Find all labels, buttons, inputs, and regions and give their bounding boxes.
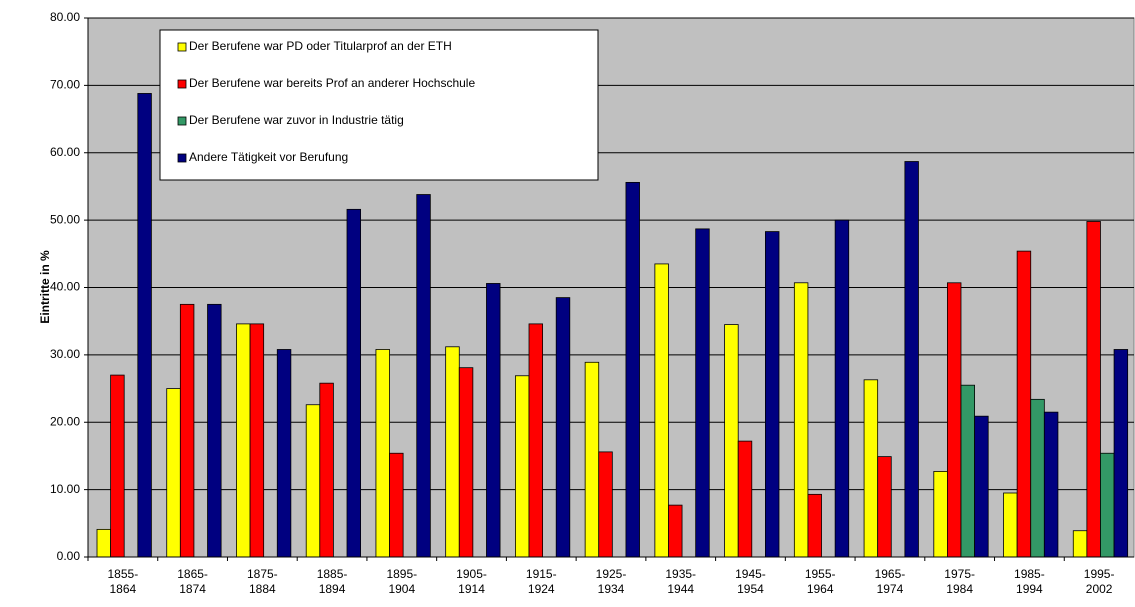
legend-label: Andere Tätigkeit vor Berufung [189,150,348,164]
bar [793,282,809,558]
bar [389,452,404,558]
x-tick-label: 1915- 1924 [525,567,557,596]
bar [458,367,474,558]
legend-box [159,29,599,181]
bar [305,404,321,558]
x-tick-label: 1995- 2002 [1083,567,1115,596]
x-tick-label: 1935- 1944 [665,567,697,596]
legend-label: Der Berufene war zuvor in Industrie täti… [189,113,404,127]
bar [863,379,879,558]
bar [416,194,431,558]
bar [528,323,544,558]
bar [598,451,613,558]
bar [1113,349,1129,558]
legend-swatch [177,42,187,52]
y-axis-title: Eintritte in % [38,250,52,324]
legend-swatch [177,79,187,89]
bar [1016,250,1032,558]
y-tick-label: 40.00 [50,280,80,294]
y-tick-label: 70.00 [50,78,80,92]
x-tick-label: 1875- 1884 [246,567,278,596]
bar [96,528,112,558]
y-tick-label: 10.00 [50,482,80,496]
x-tick-label: 1985- 1994 [1014,567,1045,596]
legend-label: Der Berufene war bereits Prof an anderer… [189,76,475,90]
bar [807,493,822,558]
bar [236,323,251,558]
y-tick-label: 30.00 [50,347,80,361]
bar [319,382,334,558]
y-tick-label: 0.00 [57,549,81,563]
bar [877,456,892,558]
bar [625,181,640,558]
bar [654,263,669,558]
bar [974,415,989,558]
bar [276,349,292,558]
bar [1072,530,1088,558]
bar [179,303,195,558]
bar [1003,492,1018,558]
bar [737,440,753,558]
bar [249,323,265,558]
bar [724,324,739,558]
x-tick-label: 1895- 1904 [386,567,418,596]
y-tick-label: 20.00 [50,414,80,428]
x-tick-label: 1945- 1954 [735,567,766,596]
bar [486,283,501,558]
bar [933,471,948,558]
x-tick-label: 1885- 1894 [316,567,348,596]
bar [1100,452,1115,558]
bar [445,346,460,558]
x-tick-label: 1975- 1984 [944,567,975,596]
bar [166,388,181,558]
bar [1086,221,1101,558]
y-tick-label: 60.00 [50,145,80,159]
y-tick-label: 80.00 [50,10,80,24]
x-tick-label: 1955- 1964 [804,567,836,596]
x-tick-label: 1965- 1974 [874,567,906,596]
bar [1043,411,1059,558]
bar [346,208,362,558]
bar [1030,398,1045,558]
bar [137,93,152,558]
bar [960,384,976,558]
bar [834,219,850,558]
bar [207,303,222,558]
bar [375,349,390,558]
bar [668,504,683,558]
x-tick-label: 1925- 1934 [595,567,627,596]
bar [515,375,530,558]
bar [110,374,125,558]
y-tick-label: 50.00 [50,212,80,226]
bar [904,161,919,558]
x-tick-label: 1865- 1874 [177,567,208,596]
legend-swatch [177,153,187,163]
legend-label: Der Berufene war PD oder Titularprof an … [189,39,452,53]
x-tick-label: 1855- 1864 [107,567,139,596]
bar [695,228,710,558]
bar [555,297,571,558]
bar [947,282,962,558]
bar [584,361,600,558]
legend-swatch [177,116,187,126]
x-tick-label: 1905- 1914 [456,567,487,596]
bar [765,231,780,558]
